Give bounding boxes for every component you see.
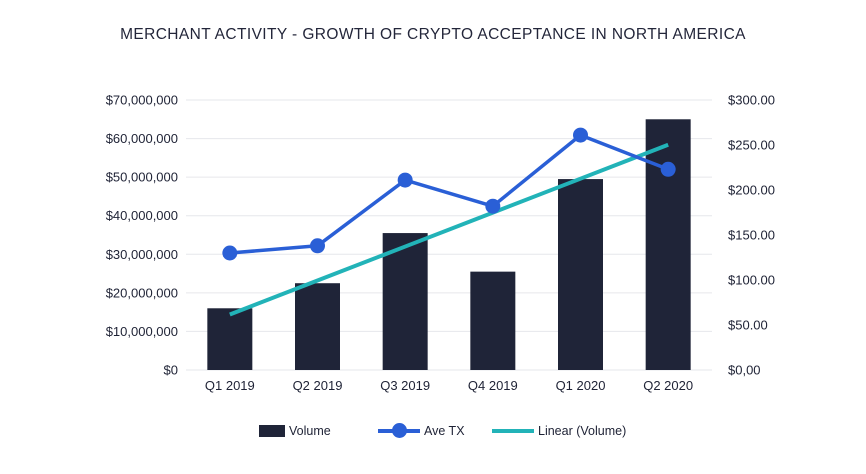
ave-tx-line: [222, 127, 676, 261]
linear-volume-swatch: [492, 429, 534, 433]
left-tick-label: $70,000,000: [106, 93, 178, 108]
right-tick-label: $0,00: [728, 363, 761, 378]
x-tick-label: Q2 2019: [293, 378, 343, 393]
left-tick-label: $40,000,000: [106, 208, 178, 223]
right-tick-label: $150.00: [728, 228, 775, 243]
ave-tx-point-q2-2019: [310, 238, 325, 254]
bar-q4-2019: [470, 271, 516, 370]
ave-tx-point-q3-2019: [397, 172, 413, 188]
bar-q3-2019: [382, 233, 428, 370]
gridlines: [186, 99, 712, 371]
legend: Volume Ave TX Linear (Volume): [0, 423, 866, 444]
ave-tx-swatch: [378, 423, 420, 438]
ave-tx-point-q2-2020: [660, 161, 676, 177]
ave-tx-line-path: [229, 133, 669, 255]
legend-item-linear-volume: Linear (Volume): [492, 424, 626, 438]
right-axis: $0,00 $50.00 $100.00 $150.00 $200.00 $250.00 $…: [728, 93, 775, 378]
linear-volume-trendline-path: [229, 142, 669, 317]
right-tick-label: $100.00: [728, 273, 775, 288]
right-tick-label: $200.00: [728, 183, 775, 198]
right-tick-label: $250.00: [728, 138, 775, 153]
bar-q1-2019: [207, 308, 253, 370]
x-tick-label: Q4 2019: [468, 378, 518, 393]
left-tick-label: $0: [164, 363, 178, 378]
x-tick-label: Q3 2019: [380, 378, 430, 393]
ave-tx-point-q1-2019: [222, 245, 238, 261]
volume-swatch: [259, 425, 285, 437]
left-tick-label: $30,000,000: [106, 247, 178, 262]
left-tick-label: $50,000,000: [106, 170, 178, 185]
legend-label-volume: Volume: [289, 424, 331, 438]
linear-volume-trendline: [229, 142, 669, 317]
left-tick-label: $10,000,000: [106, 324, 178, 339]
right-tick-label: $300.00: [728, 93, 775, 108]
legend-item-ave-tx: Ave TX: [378, 423, 465, 438]
x-tick-label: Q1 2020: [556, 378, 606, 393]
bar-q2-2019: [295, 283, 340, 370]
legend-label-ave-tx: Ave TX: [424, 424, 465, 438]
ave-tx-point-q1-2020: [573, 127, 588, 143]
x-tick-label: Q2 2020: [643, 378, 693, 393]
ave-tx-point-q4-2019: [485, 198, 501, 214]
legend-label-linear-volume: Linear (Volume): [538, 424, 627, 438]
legend-item-volume: Volume: [259, 424, 331, 438]
chart-title: MERCHANT ACTIVITY - GROWTH OF CRYPTO ACC…: [120, 26, 746, 43]
right-tick-label: $50.00: [728, 318, 768, 333]
x-axis: Q1 2019 Q2 2019 Q3 2019 Q4 2019 Q1 2020 Q2 20…: [205, 378, 693, 393]
volume-bars: [207, 119, 691, 371]
bar-q2-2020: [645, 119, 691, 371]
x-tick-label: Q1 2019: [205, 378, 255, 393]
left-tick-label: $20,000,000: [106, 285, 178, 300]
bar-q1-2020: [558, 179, 603, 370]
left-axis: $0 $10,000,000 $20,000,000 $30,000,000 $40,0…: [106, 93, 178, 378]
left-tick-label: $60,000,000: [106, 131, 178, 146]
